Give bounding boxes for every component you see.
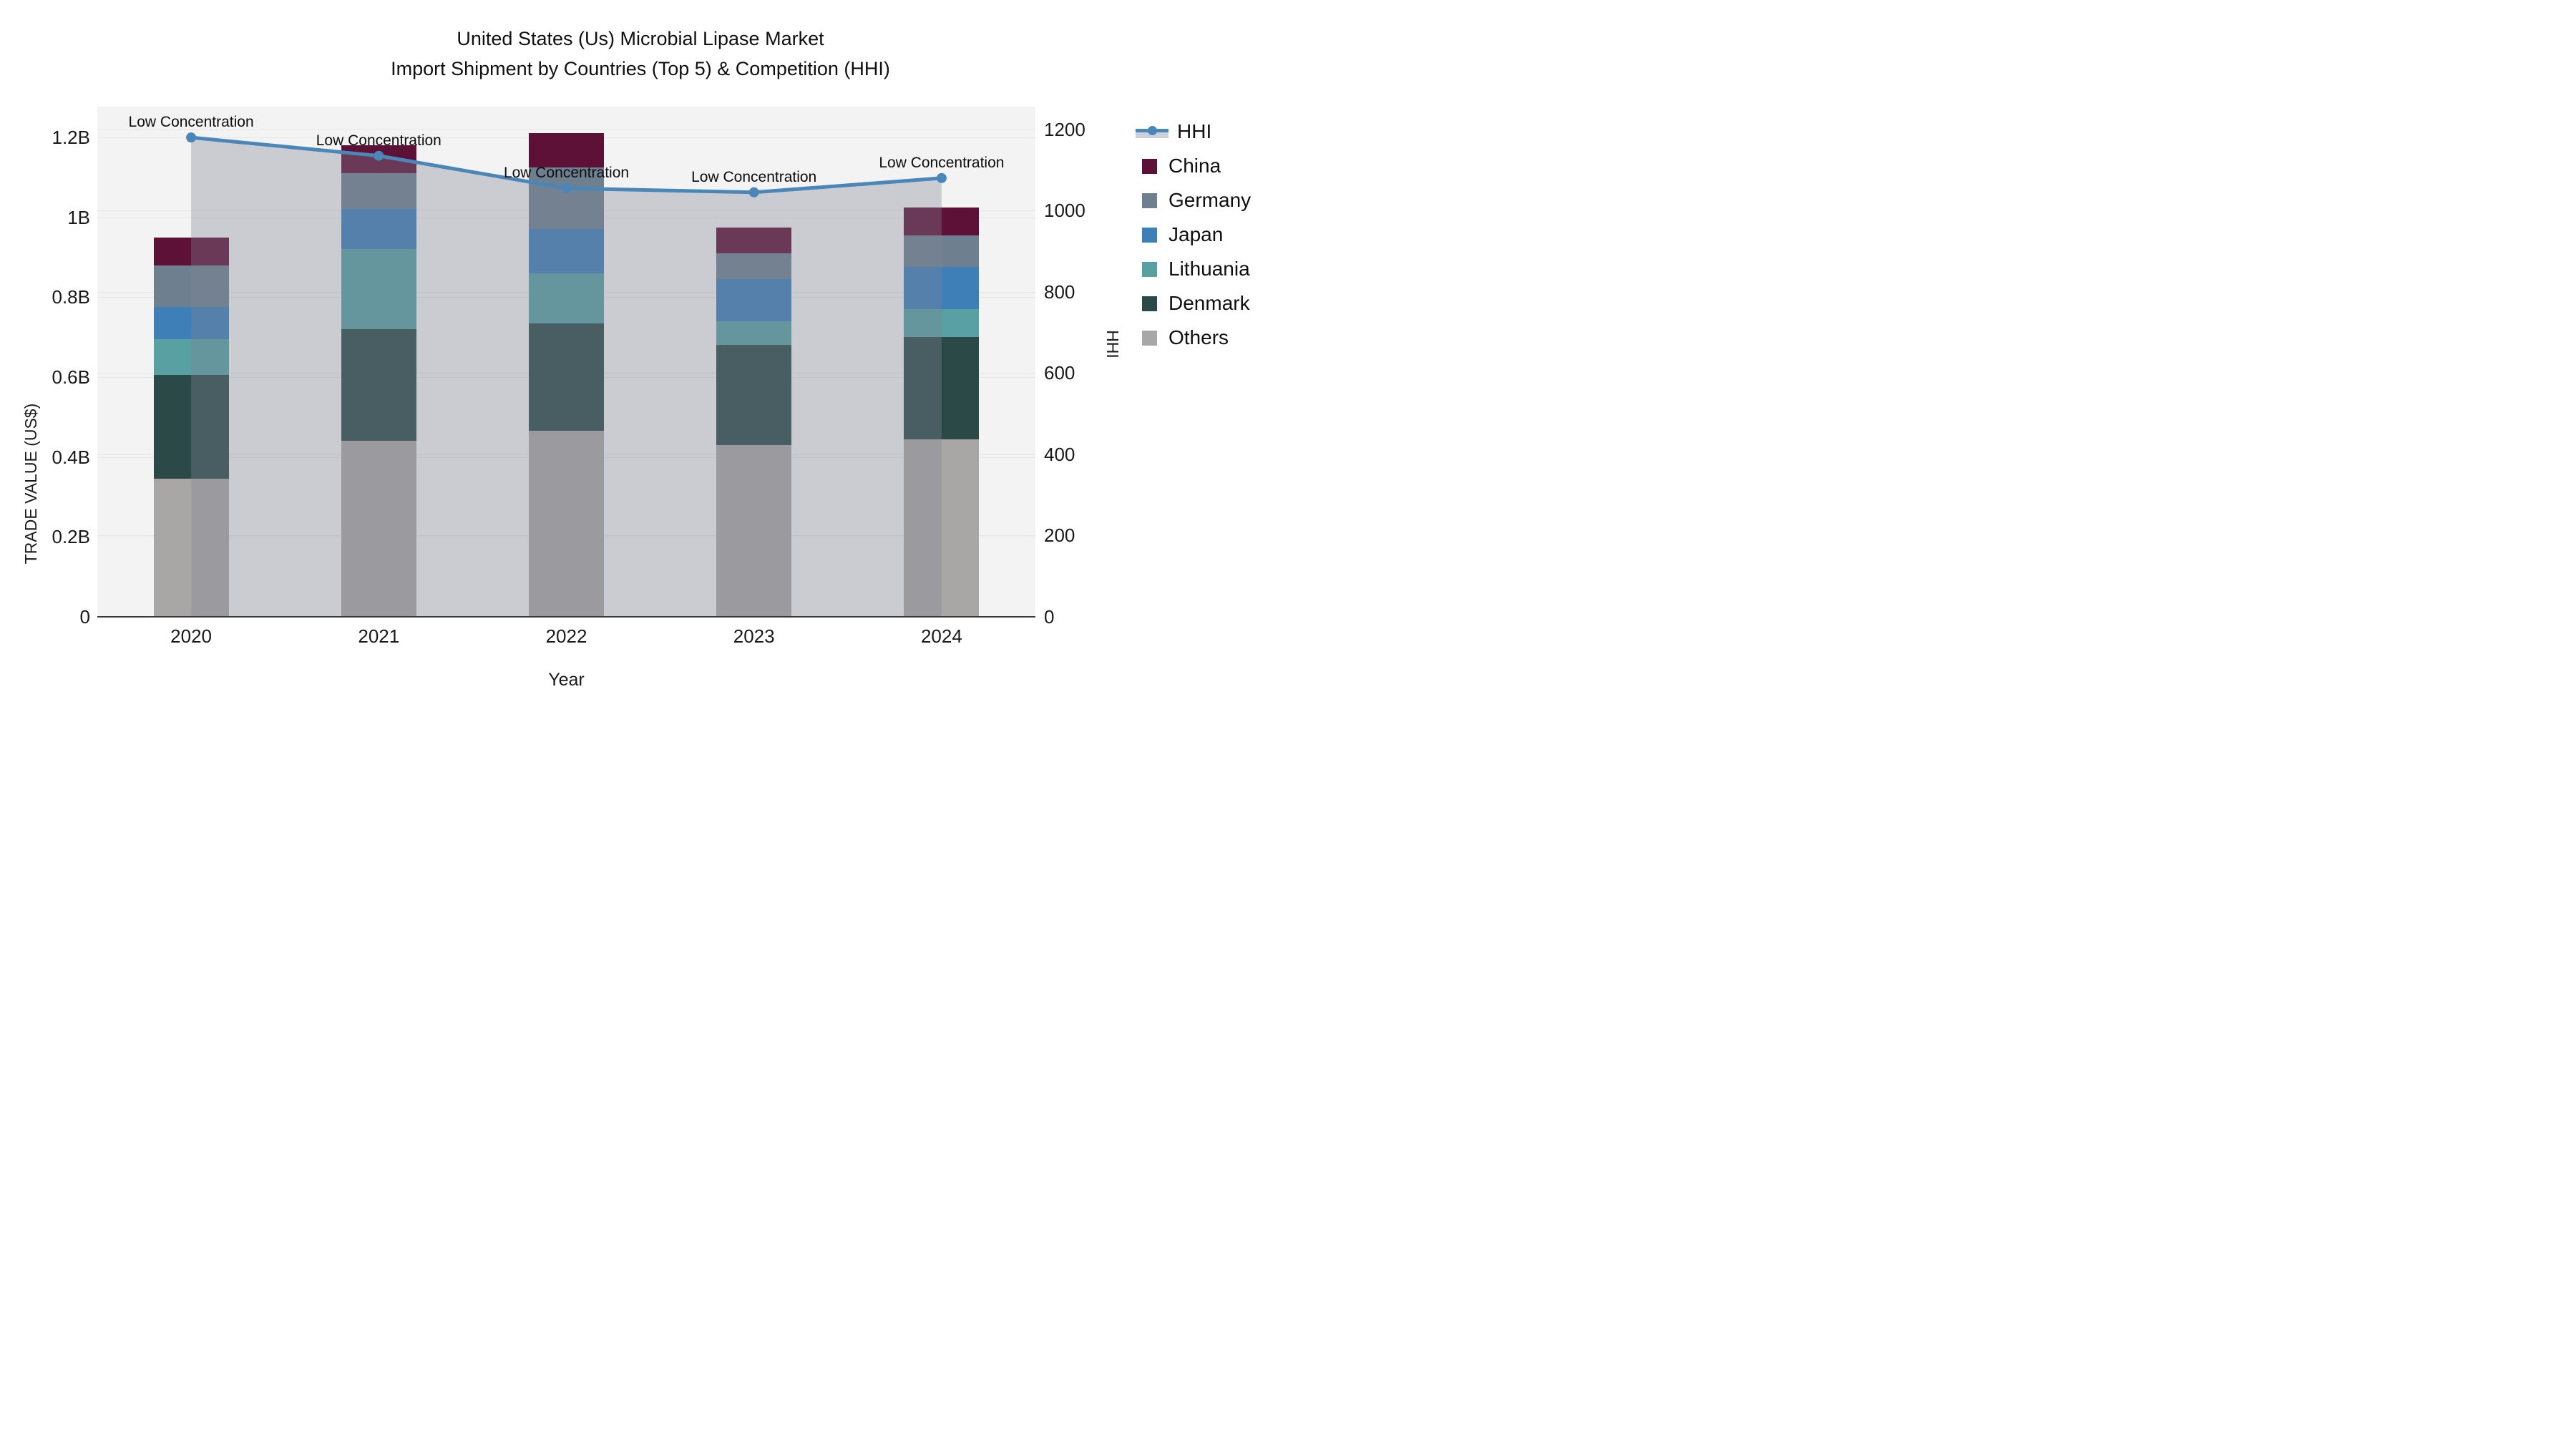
bar-segment-lithuania-2020[interactable] — [153, 338, 229, 376]
left-axis-tick-1B: 1B — [67, 206, 90, 228]
bar-segment-denmark-2023[interactable] — [716, 345, 792, 445]
left-axis-tick-1.2B: 1.2B — [52, 126, 91, 148]
bar-segment-germany-2024[interactable] — [904, 235, 980, 268]
right-axis-title: HHI — [1103, 329, 1122, 358]
annotation-2023: Low Concentration — [691, 168, 817, 185]
legend-item-japan[interactable]: Japan — [1142, 218, 1251, 252]
x-tick-2022: 2022 — [545, 625, 587, 647]
left-axis-tick-0.8B: 0.8B — [52, 286, 91, 308]
chart-title-block: United States (Us) Microbial Lipase Mark… — [0, 24, 1281, 84]
bar-segment-denmark-2024[interactable] — [904, 337, 980, 439]
legend-label-hhi: HHI — [1177, 120, 1212, 142]
legend-swatch-japan — [1142, 227, 1157, 243]
annotation-2022: Low Concentration — [503, 165, 630, 182]
legend-swatch-lithuania — [1142, 261, 1157, 277]
chart-title: United States (Us) Microbial Lipase Mark… — [457, 28, 824, 49]
bar-segment-lithuania-2022[interactable] — [529, 273, 604, 323]
legend-swatch-china — [1142, 158, 1157, 174]
right-axis-tick-1200: 1200 — [1044, 118, 1085, 140]
bar-segment-germany-2021[interactable] — [341, 173, 416, 210]
annotation-2021: Low Concentration — [316, 132, 441, 149]
legend-label-lithuania: Lithuania — [1169, 258, 1250, 280]
legend-item-hhi[interactable]: HHI — [1136, 114, 1251, 149]
bar-segment-japan-2024[interactable] — [904, 267, 980, 310]
hhi-marker-2024[interactable] — [936, 172, 947, 183]
right-axis-tick-400: 400 — [1044, 443, 1075, 465]
bar-segment-china-2024[interactable] — [904, 207, 980, 235]
legend-item-others[interactable]: Others — [1142, 321, 1251, 355]
right-axis-tick-0: 0 — [1044, 606, 1055, 628]
legend-swatch-denmark — [1142, 296, 1157, 311]
legend-label-others: Others — [1169, 326, 1229, 348]
left-axis-tick-0: 0 — [79, 606, 90, 628]
bar-segment-japan-2021[interactable] — [341, 209, 416, 250]
legend-item-china[interactable]: China — [1142, 149, 1251, 183]
left-axis-tick-0.6B: 0.6B — [52, 366, 91, 388]
legend: HHI China Germany Japan Lithuania Denmark Othe… — [1136, 114, 1251, 355]
bar-segment-lithuania-2021[interactable] — [341, 249, 416, 329]
x-tick-2020: 2020 — [170, 625, 213, 647]
bar-segment-lithuania-2023[interactable] — [716, 321, 792, 346]
bar-segment-germany-2023[interactable] — [716, 253, 792, 280]
bar-segment-japan-2023[interactable] — [716, 279, 792, 321]
legend-item-lithuania[interactable]: Lithuania — [1142, 252, 1251, 286]
bar-segment-germany-2020[interactable] — [153, 265, 229, 308]
legend-item-germany[interactable]: Germany — [1142, 183, 1251, 218]
bar-segment-lithuania-2024[interactable] — [904, 309, 980, 338]
bar-segment-japan-2022[interactable] — [529, 229, 604, 273]
bar-segment-others-2023[interactable] — [716, 444, 792, 617]
right-axis-tick-600: 600 — [1044, 362, 1075, 384]
hhi-marker-2021[interactable] — [374, 150, 384, 161]
bar-segment-denmark-2022[interactable] — [529, 323, 604, 431]
right-axis-tick-1000: 1000 — [1044, 200, 1085, 222]
bar-segment-china-2022[interactable] — [529, 133, 604, 167]
bar-segment-others-2020[interactable] — [153, 479, 229, 617]
bar-segment-china-2020[interactable] — [153, 237, 229, 265]
hhi-line-legend-icon — [1136, 125, 1169, 139]
hhi-marker-2020[interactable] — [186, 132, 197, 143]
chart-figure: United States (Us) Microbial Lipase Mark… — [0, 0, 1288, 725]
legend-swatch-germany — [1142, 192, 1157, 208]
bar-segment-denmark-2020[interactable] — [153, 375, 229, 479]
legend-label-china: China — [1169, 155, 1221, 177]
hhi-marker-2022[interactable] — [561, 183, 572, 194]
x-tick-2024: 2024 — [920, 625, 962, 647]
x-tick-2023: 2023 — [733, 625, 775, 647]
legend-swatch-others — [1142, 330, 1157, 346]
bar-segment-denmark-2021[interactable] — [341, 328, 416, 441]
annotation-2024: Low Concentration — [879, 154, 1005, 171]
legend-label-japan: Japan — [1169, 223, 1224, 245]
bar-segment-others-2022[interactable] — [529, 431, 604, 617]
bar-segment-china-2023[interactable] — [716, 227, 792, 253]
bar-segment-others-2021[interactable] — [341, 441, 416, 617]
right-axis-tick-800: 800 — [1044, 280, 1075, 303]
plot-area — [97, 107, 1035, 617]
left-axis-tick-0.4B: 0.4B — [52, 446, 91, 468]
hhi-marker-2023[interactable] — [748, 187, 759, 197]
bar-segment-others-2024[interactable] — [904, 439, 980, 617]
x-tick-2021: 2021 — [358, 625, 400, 647]
right-axis-tick-200: 200 — [1044, 525, 1075, 547]
legend-label-germany: Germany — [1169, 189, 1252, 211]
legend-label-denmark: Denmark — [1169, 292, 1250, 314]
annotation-2020: Low Concentration — [128, 114, 254, 131]
bar-segment-japan-2020[interactable] — [153, 307, 229, 339]
x-axis-line — [97, 616, 1035, 618]
left-axis-tick-0.2B: 0.2B — [52, 526, 91, 548]
x-axis-title: Year — [548, 670, 585, 690]
chart-subtitle: Import Shipment by Countries (Top 5) & C… — [391, 57, 890, 79]
legend-item-denmark[interactable]: Denmark — [1142, 286, 1251, 321]
